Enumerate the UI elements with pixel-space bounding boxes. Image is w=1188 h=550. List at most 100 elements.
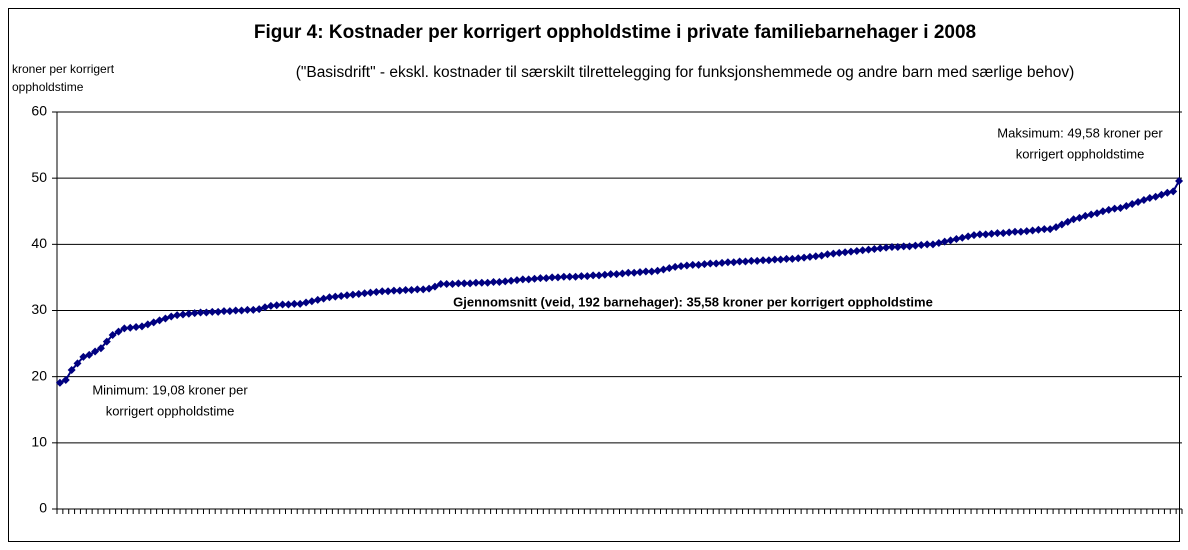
data-point	[565, 272, 574, 281]
data-point	[1104, 205, 1113, 214]
data-point	[817, 251, 826, 260]
y-tick-label: 40	[31, 235, 47, 251]
data-point	[718, 258, 727, 267]
data-point	[958, 233, 967, 242]
data-point	[507, 276, 516, 285]
data-point	[600, 270, 609, 279]
data-point	[524, 275, 533, 284]
data-point	[1011, 227, 1020, 236]
data-point	[102, 337, 111, 346]
chart-title: Figur 4: Kostnader per korrigert opphold…	[254, 22, 976, 43]
data-point	[395, 286, 404, 295]
data-point	[173, 311, 182, 320]
data-point	[893, 242, 902, 251]
data-point	[911, 241, 920, 250]
data-point	[1069, 215, 1078, 224]
data-point	[348, 290, 357, 299]
y-axis-label: oppholdstime	[12, 80, 84, 94]
data-point	[987, 229, 996, 238]
data-point	[759, 256, 768, 265]
data-point	[548, 273, 557, 282]
data-point	[729, 258, 738, 267]
data-point	[73, 359, 82, 368]
chart-subtitle: ("Basisdrift" - ekskl. kostnader til sær…	[296, 64, 1075, 81]
data-point	[864, 245, 873, 254]
data-point	[67, 366, 76, 375]
data-point	[214, 307, 223, 316]
data-point	[606, 270, 615, 279]
data-point	[553, 273, 562, 282]
annotation: Maksimum: 49,58 kroner per	[997, 125, 1163, 140]
data-point	[940, 237, 949, 246]
data-point	[589, 271, 598, 280]
data-point	[1005, 228, 1014, 237]
data-point	[1163, 188, 1172, 197]
data-point	[337, 291, 346, 300]
y-tick-label: 0	[39, 500, 47, 516]
data-point	[126, 323, 135, 332]
data-point	[61, 375, 70, 384]
data-point	[805, 252, 814, 261]
data-point	[934, 239, 943, 248]
data-point	[764, 256, 773, 265]
data-point	[870, 244, 879, 253]
data-point	[536, 274, 545, 283]
data-point	[55, 378, 64, 387]
data-point	[1110, 204, 1119, 213]
data-point	[782, 254, 791, 263]
data-point	[196, 308, 205, 317]
data-point	[354, 289, 363, 298]
data-point	[272, 301, 281, 310]
data-point	[1040, 225, 1049, 234]
data-point	[852, 246, 861, 255]
data-point	[665, 264, 674, 273]
data-point	[114, 327, 123, 336]
data-point	[442, 280, 451, 289]
data-point	[653, 266, 662, 275]
data-point	[682, 261, 691, 270]
data-point	[378, 287, 387, 296]
data-point	[999, 229, 1008, 238]
data-point	[594, 271, 603, 280]
data-point	[302, 298, 311, 307]
data-point	[800, 253, 809, 262]
data-point	[964, 232, 973, 241]
data-point	[290, 299, 299, 308]
data-point	[993, 229, 1002, 238]
data-point	[1169, 187, 1178, 196]
data-point	[460, 279, 469, 288]
data-point	[85, 350, 94, 359]
data-point	[483, 278, 492, 287]
data-point	[489, 278, 498, 287]
data-point	[190, 309, 199, 318]
data-point	[1028, 226, 1037, 235]
data-point	[454, 279, 463, 288]
data-point	[969, 231, 978, 240]
data-point	[577, 272, 586, 281]
data-point	[905, 242, 914, 251]
data-point	[501, 277, 510, 286]
data-point	[184, 309, 193, 318]
data-point	[846, 247, 855, 256]
data-point	[835, 248, 844, 257]
data-point	[319, 294, 328, 303]
data-point	[659, 265, 668, 274]
data-point	[384, 287, 393, 296]
data-point	[1175, 176, 1184, 185]
y-tick-label: 50	[31, 169, 47, 185]
data-point	[1145, 194, 1154, 203]
data-point	[612, 270, 621, 279]
data-point	[981, 230, 990, 239]
y-tick-label: 20	[31, 367, 47, 383]
data-point	[630, 268, 639, 277]
data-point	[296, 299, 305, 308]
data-point	[284, 300, 293, 309]
data-point	[237, 306, 246, 315]
data-point	[360, 289, 369, 298]
data-point	[712, 259, 721, 268]
annotation: korrigert oppholdstime	[106, 403, 235, 418]
data-point	[1016, 227, 1025, 236]
data-point	[928, 240, 937, 249]
data-point	[1081, 211, 1090, 220]
data-point	[1063, 217, 1072, 226]
